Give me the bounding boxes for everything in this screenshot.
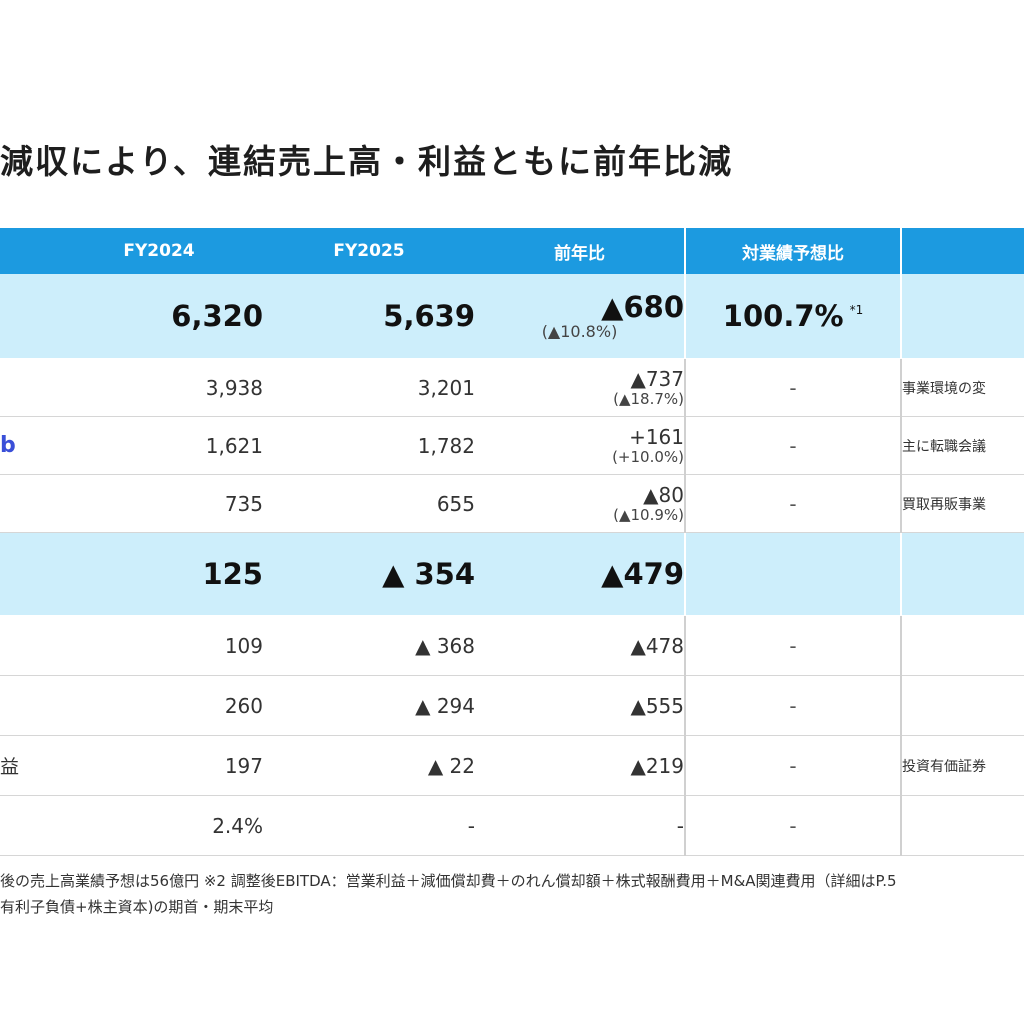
fy2024-value: 1,621: [55, 416, 263, 475]
vs-forecast-value: -: [684, 795, 901, 856]
yoy-percent: (▲18.7%): [613, 389, 684, 408]
table-row: 2.4% - - -: [0, 795, 1024, 856]
header-fy2025: FY2025: [263, 228, 475, 274]
fy2025-value: ▲ 294: [263, 675, 475, 736]
comment: 主に転職会議: [900, 416, 1024, 475]
fy2025-value: -: [263, 795, 475, 856]
yoy-value: ▲737: [630, 366, 684, 391]
row-label-cell: b: [0, 416, 55, 475]
row-label: [0, 795, 55, 856]
header-yoy: 前年比: [475, 228, 685, 274]
footnote-line-2: 有利子負債+株主資本)の期首・期末平均: [0, 898, 274, 916]
table-row-revenue: 6,320 5,639 ▲680 (▲10.8%) 100.7% *1: [0, 274, 1024, 359]
yoy-value: +161: [629, 424, 684, 449]
comment: 買取再販事業: [900, 474, 1024, 533]
yoy-value: ▲80: [643, 482, 684, 507]
table-row: 3,938 3,201 ▲737 (▲18.7%) - 事業環境の変: [0, 358, 1024, 417]
vs-forecast-value: -: [684, 474, 901, 533]
vs-forecast-value: -: [684, 615, 901, 676]
vs-forecast-value: [684, 532, 901, 616]
yoy-value: ▲219: [475, 735, 685, 796]
table-row: 益 197 ▲ 22 ▲219 - 投資有価証券: [0, 735, 1024, 796]
comment: [900, 615, 1024, 676]
header-label: [0, 228, 55, 274]
yoy-value: ▲555: [475, 675, 685, 736]
fy2025-value: 5,639: [263, 274, 475, 359]
comment: 事業環境の変: [900, 358, 1024, 417]
financial-results-table: FY2024 FY2025 前年比 対業績予想比 6,320 5,639 ▲68…: [0, 228, 1024, 856]
yoy-percent: (+10.0%): [612, 447, 684, 466]
fy2024-value: 6,320: [55, 274, 263, 359]
row-label: [0, 532, 55, 616]
vs-forecast-value: 100.7%: [722, 299, 844, 333]
fy2025-value: 1,782: [263, 416, 475, 475]
comment: [900, 675, 1024, 736]
yoy-value: ▲478: [475, 615, 685, 676]
table-header-row: FY2024 FY2025 前年比 対業績予想比: [0, 228, 1024, 274]
vs-forecast-value: -: [684, 416, 901, 475]
yoy-cell: +161 (+10.0%): [475, 416, 685, 475]
table-row: b 1,621 1,782 +161 (+10.0%) - 主に転職会議: [0, 416, 1024, 475]
row-label: 益: [0, 735, 55, 796]
fy2025-value: ▲ 22: [263, 735, 475, 796]
comment: [900, 274, 1024, 359]
vs-forecast-value: -: [684, 358, 901, 417]
service-logo-fragment: b: [0, 433, 16, 458]
fy2024-value: 109: [55, 615, 263, 676]
yoy-cell: ▲80 (▲10.9%): [475, 474, 685, 533]
footnote-mark: *1: [849, 303, 864, 317]
yoy-percent: (▲10.8%): [541, 322, 618, 341]
comment: [900, 532, 1024, 616]
fy2025-value: 3,201: [263, 358, 475, 417]
vs-forecast-value: -: [684, 675, 901, 736]
table-row-adjusted-ebitda: 125 ▲ 354 ▲479: [0, 532, 1024, 616]
header-vs-forecast: 対業績予想比: [684, 228, 901, 274]
fy2024-value: 260: [55, 675, 263, 736]
table-row: 735 655 ▲80 (▲10.9%) - 買取再販事業: [0, 474, 1024, 533]
vs-forecast-value: -: [684, 735, 901, 796]
header-fy2024: FY2024: [55, 228, 263, 274]
slide-title: 減収により、連結売上高・利益ともに前年比減: [0, 142, 734, 181]
yoy-percent: (▲10.9%): [613, 505, 684, 524]
table-row: 109 ▲ 368 ▲478 -: [0, 615, 1024, 676]
table-row: 260 ▲ 294 ▲555 -: [0, 675, 1024, 736]
yoy-value: ▲479: [475, 532, 685, 616]
header-comment: [900, 228, 1024, 274]
yoy-value: ▲680: [601, 290, 684, 324]
fy2024-value: 3,938: [55, 358, 263, 417]
fy2025-value: ▲ 368: [263, 615, 475, 676]
fy2024-value: 125: [55, 532, 263, 616]
row-label: [0, 358, 55, 417]
fy2024-value: 735: [55, 474, 263, 533]
fy2025-value: ▲ 354: [263, 532, 475, 616]
row-label: [0, 675, 55, 736]
row-label: [0, 274, 55, 359]
fy2024-value: 197: [55, 735, 263, 796]
footnote-line-1: 後の売上高業績予想は56億円 ※2 調整後EBITDA：営業利益＋減価償却費＋の…: [0, 872, 897, 890]
row-label: [0, 474, 55, 533]
comment: [900, 795, 1024, 856]
yoy-cell: ▲737 (▲18.7%): [475, 358, 685, 417]
yoy-cell: ▲680 (▲10.8%): [475, 274, 685, 359]
vs-forecast-cell: 100.7% *1: [684, 274, 901, 359]
yoy-value: -: [475, 795, 685, 856]
fy2025-value: 655: [263, 474, 475, 533]
fy2024-value: 2.4%: [55, 795, 263, 856]
row-label: [0, 615, 55, 676]
comment: 投資有価証券: [900, 735, 1024, 796]
